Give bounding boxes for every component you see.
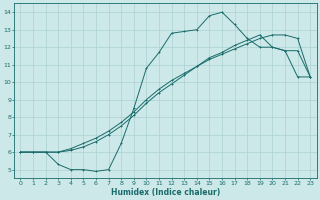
X-axis label: Humidex (Indice chaleur): Humidex (Indice chaleur) — [111, 188, 220, 197]
